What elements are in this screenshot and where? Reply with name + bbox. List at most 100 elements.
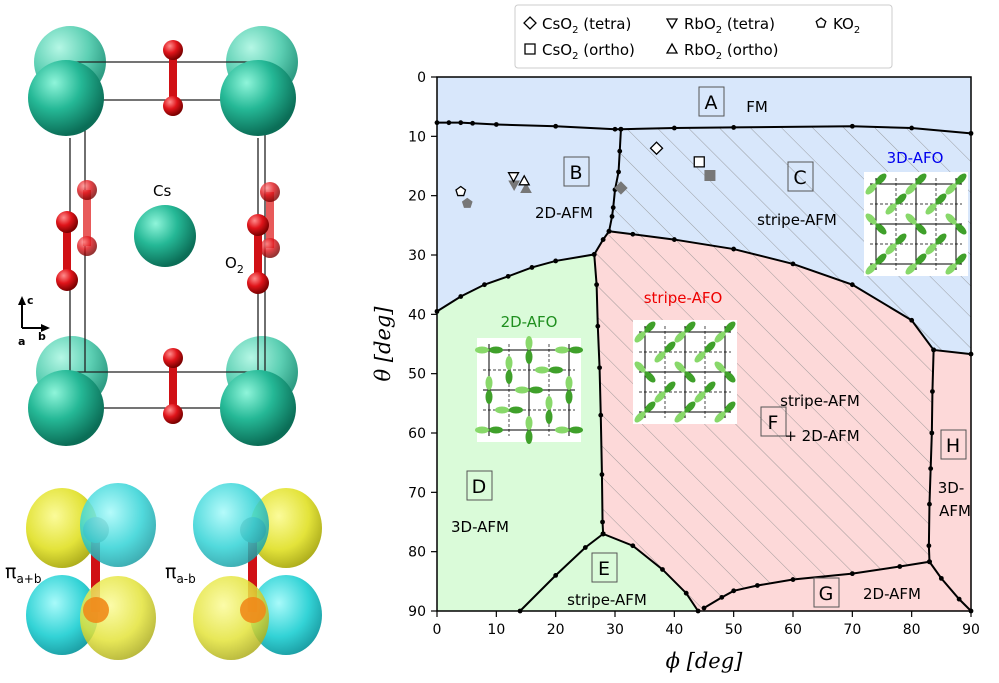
axes: 0 10 20 30 40 50 60 70 80 90 0 10 20 30 40 50 60 70 80 90 ϕ … bbox=[371, 70, 980, 673]
orbital-lobe-dark bbox=[644, 321, 656, 333]
orbital-lobe-dark bbox=[724, 371, 736, 383]
boundary-point bbox=[609, 214, 615, 219]
region-label-b: B bbox=[569, 162, 582, 184]
orbital-lobe-light bbox=[485, 376, 493, 390]
material-marker-filled bbox=[461, 197, 473, 208]
orbital-lobe-light bbox=[545, 396, 553, 410]
cs-atom-center bbox=[134, 205, 196, 267]
legend-marker-diamond bbox=[523, 16, 537, 30]
orbital-lobe-dark bbox=[724, 401, 736, 413]
orbital-lobe-light bbox=[634, 361, 646, 373]
x-tick-label: 40 bbox=[665, 622, 683, 638]
phase-label-b: 2D-AFM bbox=[535, 204, 593, 222]
orbital-lobe bbox=[885, 233, 907, 255]
boundary-point bbox=[849, 123, 855, 129]
orbital-lobe-light bbox=[905, 263, 917, 275]
front-spheres bbox=[28, 60, 296, 446]
boundary-point bbox=[600, 519, 605, 525]
o2-label: O2 bbox=[225, 254, 244, 276]
orbital-lobe-light bbox=[654, 351, 666, 363]
phase-label-h-2: AFM bbox=[939, 502, 971, 520]
boundary-point bbox=[930, 389, 935, 394]
orbital-lobe bbox=[714, 361, 736, 383]
orbital-lobe-dark bbox=[485, 390, 493, 404]
region-label-a: A bbox=[705, 92, 718, 114]
orbital-lobe bbox=[555, 346, 583, 354]
orbital-pi-a-minus-b bbox=[193, 483, 322, 660]
boundary-point bbox=[897, 564, 903, 569]
boundary-point bbox=[926, 543, 932, 549]
axis-b-label: b bbox=[38, 330, 46, 343]
material-marker-open bbox=[649, 141, 664, 156]
material-marker-open bbox=[507, 172, 520, 184]
y-tick-label: 90 bbox=[408, 604, 426, 620]
x-tick-label: 70 bbox=[843, 622, 861, 638]
orbital-lobe-dark bbox=[644, 401, 656, 413]
boundary-point bbox=[701, 605, 707, 611]
boundary-point bbox=[482, 282, 487, 288]
orbital-lobe-dark bbox=[509, 406, 523, 414]
orbital-lobe-dark bbox=[704, 381, 716, 393]
orbital-lobe-light bbox=[634, 411, 646, 423]
boundary-point bbox=[790, 577, 796, 582]
boundary-point bbox=[582, 545, 588, 550]
boundary-point bbox=[931, 347, 937, 353]
inset-stripe-afo bbox=[633, 320, 737, 424]
orbital-lobe-light bbox=[945, 213, 957, 225]
orbital-lobe-dark bbox=[684, 371, 696, 383]
orbital-lobe-light bbox=[865, 213, 877, 225]
boundary-point bbox=[617, 148, 623, 154]
orbital-lobe bbox=[485, 376, 493, 404]
region-e bbox=[520, 533, 699, 611]
boundary-point bbox=[446, 120, 452, 126]
material-marker-filled bbox=[704, 169, 716, 181]
axes-triad: c b a bbox=[18, 294, 50, 348]
boundary-D-F bbox=[593, 254, 605, 534]
orbital-lobe-light bbox=[945, 183, 957, 195]
orbital-lobe-dark bbox=[664, 381, 676, 393]
region-label-h-box bbox=[940, 429, 967, 460]
orbital-lobe bbox=[945, 173, 967, 195]
boundary-point bbox=[458, 120, 464, 126]
boundary-point bbox=[600, 237, 606, 242]
orbital-lobe bbox=[515, 386, 543, 394]
boundary-point bbox=[909, 125, 915, 131]
boundary-point bbox=[591, 252, 597, 257]
orbital-lobe bbox=[525, 336, 533, 364]
orbital-lobe bbox=[565, 376, 573, 404]
orbital-pi-a-plus-b bbox=[26, 483, 156, 660]
orbital-lobe bbox=[654, 381, 676, 403]
boundary-point bbox=[671, 237, 677, 242]
region-label-a-box bbox=[698, 86, 725, 117]
legend-marker-triangle-up bbox=[665, 42, 679, 54]
phase-label-a: FM bbox=[746, 98, 768, 116]
region-label-e: E bbox=[598, 558, 610, 580]
boundary-point bbox=[553, 258, 559, 264]
orbital-lobe-light bbox=[475, 426, 489, 434]
boundary-point bbox=[660, 567, 665, 572]
orbital-lobe-light bbox=[714, 411, 726, 423]
y-tick-label: 60 bbox=[408, 426, 426, 442]
legend-label: CsO2 (tetra) bbox=[542, 15, 631, 36]
orbital-lobe bbox=[945, 253, 967, 275]
material-points bbox=[455, 141, 716, 208]
boundary-point bbox=[630, 231, 636, 237]
orbital-lobe bbox=[475, 426, 503, 434]
orbital-lobe-dark bbox=[875, 223, 887, 235]
legend-marker-pentagon bbox=[815, 17, 827, 28]
legend-label: RbO2 (tetra) bbox=[684, 15, 775, 36]
boundary-point bbox=[458, 294, 464, 299]
boundary-point bbox=[599, 472, 605, 477]
region-label-e-box bbox=[591, 552, 618, 583]
legend-label: CsO2 (ortho) bbox=[542, 41, 635, 62]
phase-label-c: stripe-AFM bbox=[757, 211, 837, 229]
material-marker-filled bbox=[520, 182, 532, 194]
boundary-point bbox=[927, 501, 932, 507]
phase-label-d: 3D-AFM bbox=[451, 518, 509, 536]
orbital-label-d: 2D-AFO bbox=[501, 313, 558, 331]
orbital-lobe bbox=[865, 173, 887, 195]
x-axis-label: ϕ [deg] bbox=[666, 649, 743, 673]
orbital-lobe bbox=[505, 356, 513, 384]
phase-boundaries bbox=[434, 120, 974, 614]
